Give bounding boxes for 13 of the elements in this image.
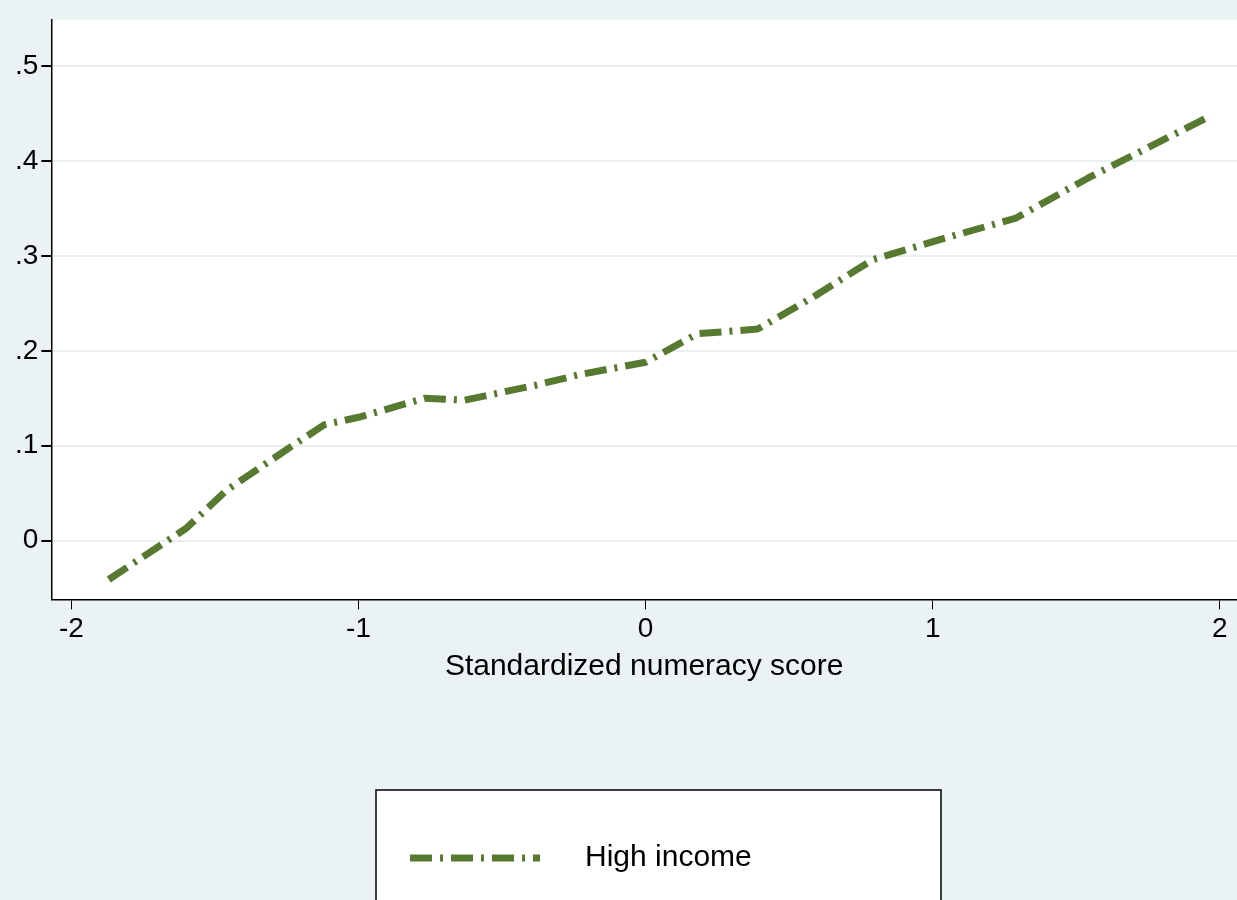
y-tick-label: 0 [22,523,39,555]
x-tick-label: 0 [637,611,654,643]
x-tick-label: 1 [924,611,941,643]
y-tick-label: .2 [14,333,39,365]
y-tick-label: .5 [14,49,39,80]
x-tick-label: -1 [346,611,371,643]
y-tick-label: .4 [14,143,39,175]
x-tick-label: -2 [58,611,84,643]
y-tick-label: .3 [14,238,39,270]
legend-label: High income [585,839,752,873]
y-tick-label: .1 [14,428,39,460]
x-tick-label: 2 [1211,611,1228,643]
x-axis-title: Standardized numeracy score [444,648,844,682]
